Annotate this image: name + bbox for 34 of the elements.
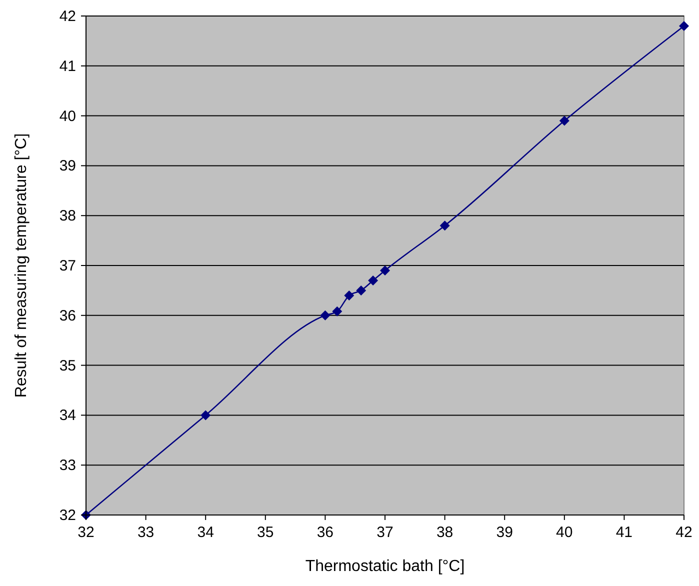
y-tick-label: 40 (59, 108, 76, 125)
x-tick-label: 41 (616, 524, 633, 541)
y-tick-label: 32 (59, 507, 76, 524)
point (380, 265, 390, 276)
y-tick-label: 39 (59, 158, 76, 175)
point (679, 20, 689, 31)
x-tick-label: 37 (376, 524, 394, 541)
y-tick-label: 33 (59, 457, 76, 474)
point (332, 306, 342, 316)
x-tick-label: 39 (496, 524, 513, 541)
point (320, 310, 330, 320)
y-tick-label: 42 (59, 8, 76, 25)
y-axis-title: Result of measuring temperature [°C] (13, 133, 30, 398)
y-tick-label: 35 (59, 357, 76, 374)
x-tick-label: 38 (436, 524, 454, 541)
point (440, 220, 450, 231)
y-tick-label: 36 (59, 307, 76, 324)
y-tick-label: 37 (59, 258, 76, 274)
x-tick-label: 40 (556, 524, 573, 541)
x-tick-label: 34 (197, 524, 214, 541)
y-tick-label: 41 (59, 58, 76, 75)
x-tick-label: 33 (137, 524, 154, 541)
x-tick-label: 32 (78, 524, 94, 541)
x-axis-title: Thermostatic bath [°C] (305, 558, 465, 575)
x-tick-label: 35 (257, 524, 274, 541)
x-tick-label: 36 (316, 524, 334, 541)
y-tick-label: 34 (59, 407, 76, 424)
point (356, 285, 366, 296)
x-tick-label: 42 (676, 524, 692, 541)
point (368, 275, 378, 286)
y-tick-label: 38 (59, 208, 76, 225)
point (200, 410, 211, 420)
point (559, 116, 570, 126)
point (344, 290, 354, 300)
